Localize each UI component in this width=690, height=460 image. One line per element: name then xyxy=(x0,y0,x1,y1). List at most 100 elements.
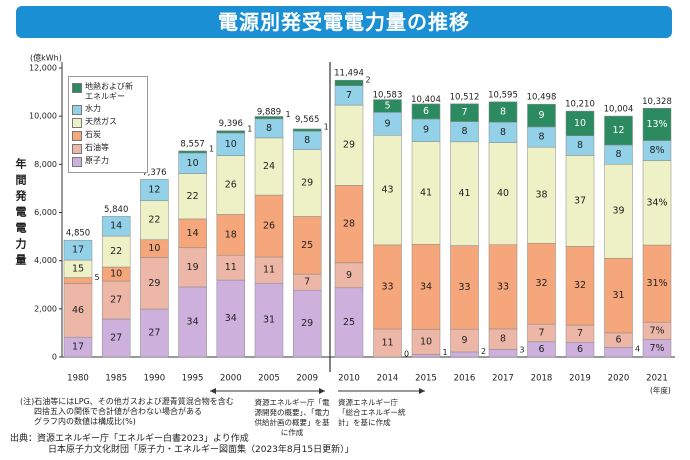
data-label: 37 xyxy=(574,195,586,206)
total-label: 11,494 xyxy=(334,69,364,79)
x-tick-label: 2016 xyxy=(454,374,476,384)
data-label: 7% xyxy=(649,325,664,336)
total-label: 4,850 xyxy=(66,229,90,239)
data-label: 1 xyxy=(247,124,252,133)
bar-segment xyxy=(216,155,246,215)
total-label: 10,404 xyxy=(411,95,441,105)
data-label: 43 xyxy=(381,185,393,196)
bar-segment xyxy=(411,141,441,245)
bar-segment xyxy=(178,173,207,220)
total-label: 7,376 xyxy=(142,168,166,178)
data-label: 31 xyxy=(612,290,624,301)
total-label: 8,557 xyxy=(180,139,204,149)
bar-segment xyxy=(488,101,518,123)
legend-item: 原子力 xyxy=(72,156,144,167)
data-label: 19 xyxy=(187,262,199,273)
total-label: 10,498 xyxy=(527,93,557,103)
data-label: 0 xyxy=(404,350,409,359)
legend-swatch xyxy=(72,83,82,93)
bar-segment xyxy=(216,279,246,358)
data-label: 8 xyxy=(500,127,506,138)
x-tick-label: 1995 xyxy=(182,374,204,384)
x-tick-label: 2005 xyxy=(258,374,280,384)
data-label: 27 xyxy=(148,328,160,339)
bar-segment xyxy=(178,247,207,288)
x-tick-label: 2014 xyxy=(377,374,399,384)
data-label: 1 xyxy=(285,110,290,119)
data-label: 26 xyxy=(225,180,237,191)
y-tick-label: 4,000 xyxy=(34,256,57,265)
bar-segment xyxy=(292,128,322,132)
data-label: 39 xyxy=(612,206,624,217)
bar-segment xyxy=(334,287,364,358)
bar-segment xyxy=(140,257,169,310)
data-label: 31 xyxy=(263,315,275,326)
data-label: 5 xyxy=(94,273,99,282)
data-label: 10 xyxy=(420,336,432,347)
data-label: 12 xyxy=(612,125,624,136)
data-label: 29 xyxy=(301,178,313,189)
data-label: 22 xyxy=(148,215,160,226)
bar-segment xyxy=(411,103,441,120)
y-tick-label: 6,000 xyxy=(34,208,57,217)
bar-segment xyxy=(450,141,479,246)
data-label: 14 xyxy=(187,228,199,239)
annotation: 資源エネルギー庁「総合エネルギー統計」を基に作成 xyxy=(338,398,406,427)
arrow-head xyxy=(419,388,425,394)
bar-segment xyxy=(565,110,595,136)
bar-segment xyxy=(101,280,131,320)
bar-segment xyxy=(527,146,556,244)
data-label: 41 xyxy=(420,187,432,198)
data-label: 8 xyxy=(500,334,506,345)
bar-segment xyxy=(101,216,131,237)
bar-segment xyxy=(642,244,672,323)
total-label: 10,595 xyxy=(488,90,518,100)
data-label: 7 xyxy=(461,107,467,118)
bar-segment xyxy=(63,239,93,261)
bar-segment xyxy=(292,289,322,358)
x-tick-label: 2020 xyxy=(608,374,630,384)
data-label: 32 xyxy=(574,280,586,291)
legend-item: 天然ガス xyxy=(72,117,144,128)
data-label: 1 xyxy=(324,123,329,132)
legend-item: 地熱および新エネルギー xyxy=(72,82,144,102)
data-label: 8 xyxy=(304,135,310,146)
data-label: 9 xyxy=(346,270,352,281)
legend-item: 石炭 xyxy=(72,130,144,141)
data-label: 15 xyxy=(72,263,84,274)
legend-label: 地熱および新エネルギー xyxy=(85,82,133,101)
bar-segment xyxy=(140,308,169,358)
data-label: 2 xyxy=(365,75,370,84)
x-unit: (年度) xyxy=(650,385,671,395)
bar-segment xyxy=(604,115,633,146)
data-label: 25 xyxy=(301,240,313,251)
bar-segment xyxy=(642,108,672,141)
bar-segment xyxy=(488,349,518,358)
data-label: 26 xyxy=(263,221,275,232)
x-tick-label: 2015 xyxy=(415,374,437,384)
data-label: 9 xyxy=(384,118,390,129)
data-label: 12 xyxy=(148,185,160,196)
source: 出典：資源エネルギー庁「エネルギー白書2023」より作成 xyxy=(10,434,249,444)
bar-segment xyxy=(216,214,246,256)
data-label: 10 xyxy=(225,139,237,150)
legend-swatch xyxy=(72,144,82,154)
legend-item: 石油等 xyxy=(72,143,144,154)
bar-segment xyxy=(373,244,402,330)
total-label: 10,210 xyxy=(565,100,595,110)
bar-segment xyxy=(450,245,479,330)
y-tick-label: 8,000 xyxy=(34,160,57,169)
legend-label: 原子力 xyxy=(85,156,109,165)
total-label: 10,512 xyxy=(450,92,480,102)
data-label: 7 xyxy=(346,90,352,101)
bar-segment xyxy=(254,116,284,120)
arrow-head xyxy=(319,388,325,394)
data-label: 10 xyxy=(574,118,586,129)
data-label: 18 xyxy=(225,229,237,240)
x-tick-label: 1990 xyxy=(144,374,166,384)
bar-segment xyxy=(254,194,284,258)
x-tick-label: 2017 xyxy=(492,374,514,384)
data-label: 13% xyxy=(646,119,667,130)
data-label: 33 xyxy=(381,281,393,292)
bar-segment xyxy=(450,103,479,122)
